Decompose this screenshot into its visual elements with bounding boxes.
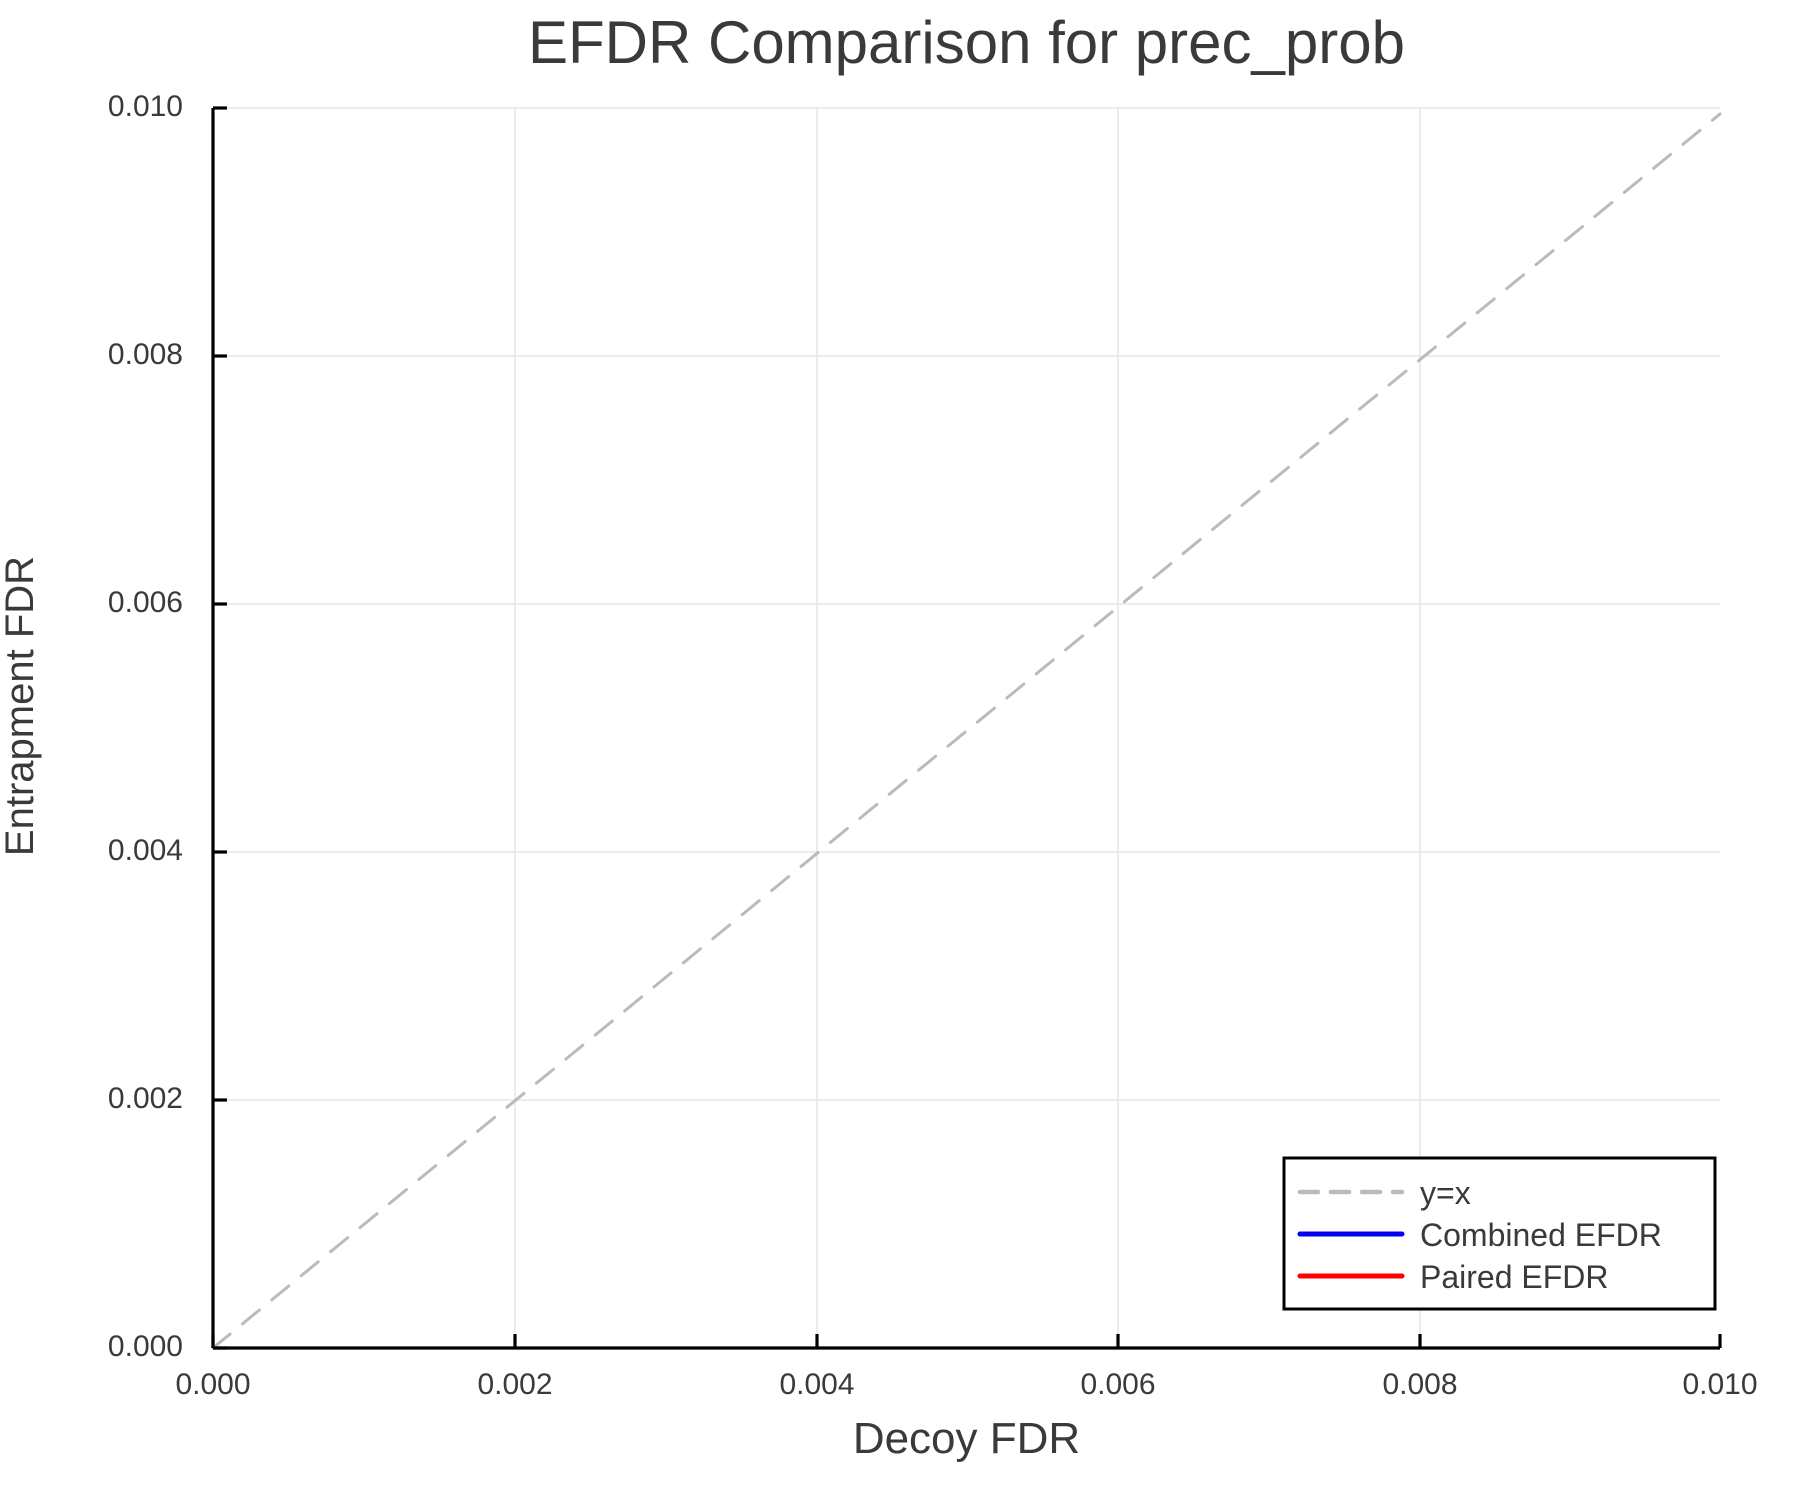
svg-text:Paired EFDR: Paired EFDR (1420, 1259, 1609, 1295)
svg-text:0.004: 0.004 (779, 1368, 854, 1401)
svg-text:0.000: 0.000 (175, 1368, 250, 1401)
svg-text:0.008: 0.008 (108, 338, 183, 371)
svg-text:0.006: 0.006 (108, 586, 183, 619)
svg-text:0.010: 0.010 (108, 90, 183, 123)
svg-text:0.010: 0.010 (1682, 1368, 1757, 1401)
svg-text:Combined EFDR: Combined EFDR (1420, 1217, 1662, 1253)
svg-text:0.004: 0.004 (108, 834, 183, 867)
svg-text:0.002: 0.002 (477, 1368, 552, 1401)
svg-text:0.006: 0.006 (1080, 1368, 1155, 1401)
svg-text:0.000: 0.000 (108, 1330, 183, 1363)
svg-text:0.008: 0.008 (1382, 1368, 1457, 1401)
svg-text:0.002: 0.002 (108, 1082, 183, 1115)
svg-text:y=x: y=x (1420, 1175, 1471, 1211)
